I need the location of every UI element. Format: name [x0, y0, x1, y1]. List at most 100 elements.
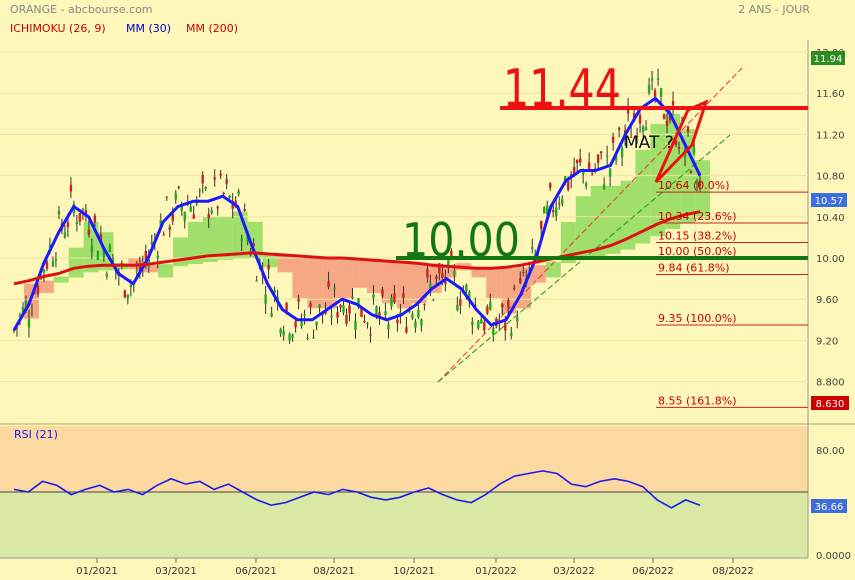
candle-up — [174, 193, 177, 200]
legend-mm200: MM (200) — [186, 22, 238, 35]
candle-up — [129, 284, 133, 288]
candle-down — [426, 269, 429, 278]
cloud-bearish — [367, 259, 382, 293]
candle-up — [57, 210, 61, 215]
candle-down — [369, 334, 372, 336]
candle-down — [144, 250, 148, 261]
candle-up — [342, 305, 345, 313]
candle-up — [516, 317, 519, 322]
moving-averages — [12, 96, 702, 331]
x-tick-label: 01/2021 — [76, 566, 118, 577]
rsi-tick-80: 80.00 — [816, 446, 845, 457]
fib-label: 10.34 (23.6%) — [658, 210, 737, 223]
candle-down — [165, 196, 168, 198]
candle-down — [653, 90, 657, 97]
top-price-badge — [811, 51, 845, 65]
candle-up — [447, 257, 450, 267]
x-tick-label: 08/2022 — [712, 566, 754, 577]
rsi-last-badge-text: 36.66 — [815, 502, 844, 513]
candle-down — [671, 100, 675, 106]
legend-ichimoku: ICHIMOKU (26, 9) — [10, 22, 106, 35]
candle-up — [695, 178, 699, 185]
candle-up — [561, 199, 564, 204]
period-label: 2 ANS - JOUR — [738, 3, 810, 16]
candle-up — [54, 259, 58, 261]
candle-down — [402, 293, 405, 298]
candle-up — [27, 319, 31, 328]
candle-up — [656, 78, 660, 80]
cloud-bullish — [620, 180, 636, 250]
candle-up — [282, 330, 285, 336]
cloud-bearish — [531, 265, 546, 283]
rsi-line — [13, 470, 701, 509]
candle-up — [647, 84, 651, 94]
cloud-bearish — [352, 258, 367, 288]
candle-down — [207, 213, 210, 219]
candle-up — [204, 187, 207, 189]
resistance-label: 11.44 — [503, 59, 621, 119]
candle-down — [216, 206, 219, 209]
cloud-bearish — [337, 258, 353, 299]
candle-down — [441, 273, 444, 278]
candle-up — [387, 324, 390, 330]
candle-down — [668, 113, 672, 121]
fib-label: 10.00 (50.0%) — [658, 245, 737, 258]
candle-up — [300, 321, 303, 327]
candle-up — [584, 183, 588, 187]
candle-up — [432, 299, 435, 301]
candle-up — [605, 155, 609, 157]
x-tick-label: 06/2021 — [235, 566, 277, 577]
candle-up — [270, 313, 273, 317]
candle-down — [486, 306, 489, 314]
candle-down — [662, 114, 666, 120]
candle-down — [222, 192, 225, 195]
candle-down — [78, 213, 82, 222]
legend-mm30: MM (30) — [126, 22, 171, 35]
candle-down — [339, 305, 342, 308]
candle-up — [375, 306, 378, 316]
price-tick-label: 9.20 — [816, 336, 838, 347]
candle-up — [429, 283, 432, 291]
candle-down — [617, 127, 621, 130]
candle-down — [635, 135, 639, 138]
candle-up — [351, 296, 354, 299]
candle-up — [291, 334, 294, 338]
candle-down — [522, 272, 525, 274]
candle-down — [501, 303, 504, 308]
cloud-bullish — [202, 216, 218, 262]
candle-up — [357, 298, 360, 308]
cloud-bullish — [590, 185, 606, 257]
trend-upper-line — [437, 67, 743, 383]
candle-up — [315, 321, 318, 326]
candle-up — [372, 294, 375, 299]
candle-up — [273, 289, 276, 293]
candle-up — [531, 247, 534, 250]
candle-up — [183, 212, 186, 221]
candle-down — [192, 214, 195, 219]
price-axis-ticks: 12.0011.6011.2010.8010.4010.009.609.208.… — [816, 48, 845, 389]
candle-up — [288, 333, 291, 341]
candle-down — [360, 307, 363, 317]
cloud-bearish — [486, 268, 502, 299]
candle-down — [507, 299, 510, 308]
candle-down — [450, 250, 453, 260]
candle-up — [354, 320, 357, 330]
candle-up — [465, 284, 468, 292]
candle-down — [285, 302, 288, 312]
candle-up — [159, 220, 162, 227]
candle-down — [596, 154, 600, 163]
candle-down — [558, 203, 561, 205]
ichimoku-cloud — [24, 113, 710, 319]
candle-up — [237, 191, 240, 195]
x-tick-label: 08/2021 — [313, 566, 355, 577]
candle-up — [471, 321, 474, 326]
candle-down — [674, 140, 678, 145]
candle-down — [423, 304, 426, 306]
x-tick-label: 03/2021 — [155, 566, 197, 577]
candle-up — [384, 311, 387, 316]
x-tick-label: 10/2021 — [393, 566, 435, 577]
price-tick-label: 8.800 — [816, 378, 845, 389]
cloud-bearish — [381, 260, 397, 304]
candle-down — [572, 167, 576, 176]
